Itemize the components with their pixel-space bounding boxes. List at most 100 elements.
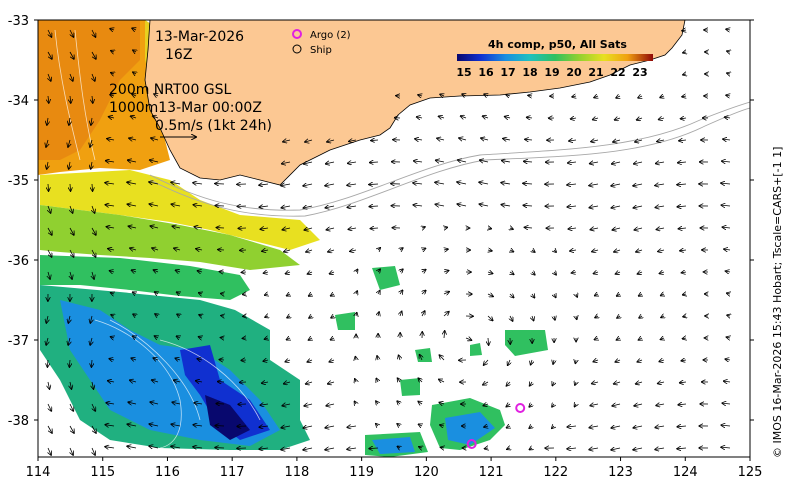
current-vector (133, 314, 136, 316)
current-vector (193, 447, 203, 448)
current-vector (172, 226, 181, 228)
current-vector (462, 94, 466, 96)
depth-line-1: 200m NRT00 GSL (109, 82, 232, 98)
credit-text: © IMOS 16-Mar-2026 15:43 Hobart; Tscale=… (771, 147, 784, 458)
current-vector (682, 30, 686, 31)
current-vector (440, 94, 444, 96)
current-vector (507, 426, 510, 428)
x-tick-label: 124 (673, 465, 698, 480)
current-vector (175, 270, 181, 272)
current-vector (633, 206, 643, 208)
current-vector (554, 316, 555, 320)
current-vector (48, 183, 49, 191)
current-vector (506, 382, 510, 386)
current-vector (309, 316, 312, 318)
current-vector (70, 183, 71, 191)
current-vector (328, 250, 335, 252)
current-vector (457, 204, 467, 206)
current-vector (397, 401, 400, 404)
current-vector (378, 248, 380, 250)
current-vector (149, 446, 159, 448)
current-vector (347, 206, 357, 207)
y-tick-label: -37 (8, 334, 29, 349)
current-vector (92, 29, 96, 37)
current-vector (530, 382, 532, 386)
current-vector (260, 228, 269, 229)
current-vector (110, 95, 114, 96)
x-tick-label: 119 (349, 465, 374, 480)
current-vector (637, 272, 643, 274)
current-vector (683, 74, 686, 75)
current-vector (370, 162, 379, 163)
current-vector (593, 360, 599, 362)
x-tick-label: 125 (738, 465, 763, 480)
current-vector (111, 315, 114, 316)
current-vector (154, 336, 158, 338)
current-vector (331, 294, 334, 296)
current-vector (678, 162, 687, 163)
colorbar-tick-label: 23 (632, 66, 647, 79)
current-vector (150, 402, 159, 404)
current-vector (109, 117, 115, 118)
current-vector (92, 73, 95, 81)
current-vector (155, 314, 158, 316)
current-vector (612, 228, 621, 230)
x-tick-label: 114 (26, 465, 51, 480)
current-vector (592, 382, 599, 384)
current-vector (639, 294, 642, 296)
current-vector (149, 182, 159, 184)
current-vector (91, 51, 96, 59)
current-vector (91, 425, 96, 433)
current-vector (488, 337, 489, 345)
colorbar-ticks: 15 16 17 18 19 20 21 22 23 (456, 66, 647, 79)
current-vector (506, 404, 510, 407)
current-vector (68, 315, 70, 323)
current-vector (70, 29, 74, 37)
current-vector (683, 316, 686, 317)
current-vector (171, 424, 181, 426)
current-vector (47, 359, 48, 367)
current-vector (443, 312, 449, 317)
current-vector (552, 426, 554, 428)
current-vector (568, 228, 577, 229)
current-vector (369, 184, 379, 185)
current-vector (171, 204, 181, 206)
current-vector (129, 138, 137, 140)
current-vector (501, 205, 511, 206)
current-vector (259, 426, 269, 427)
current-vector (355, 357, 356, 360)
current-vector (177, 292, 180, 294)
current-vector (109, 271, 115, 272)
current-vector (419, 447, 422, 448)
current-vector (133, 292, 136, 294)
current-vector (612, 404, 621, 406)
current-vector (327, 140, 335, 142)
current-vector (175, 358, 181, 360)
current-vector (422, 290, 426, 294)
current-vector (128, 226, 137, 228)
current-vector (657, 140, 665, 142)
current-vector (721, 183, 731, 184)
current-vector (532, 315, 534, 321)
current-vector (502, 161, 511, 162)
current-vector (286, 338, 290, 340)
current-vector (155, 292, 158, 294)
current-vector (443, 292, 449, 294)
current-vector (305, 140, 313, 142)
current-vector (69, 117, 70, 125)
current-vector (567, 184, 577, 185)
current-vector (326, 228, 335, 230)
current-vector (306, 382, 313, 384)
current-vector (284, 382, 291, 384)
current-vector (354, 401, 356, 404)
current-vector (194, 227, 203, 228)
current-vector (593, 272, 599, 274)
current-vector (436, 160, 445, 162)
current-vector (727, 51, 730, 52)
y-tick-label: -34 (8, 94, 29, 109)
current-vector (46, 337, 48, 345)
x-tick-label: 117 (220, 465, 245, 480)
current-vector (152, 248, 159, 250)
current-vector (92, 183, 93, 191)
current-vector (634, 228, 643, 230)
